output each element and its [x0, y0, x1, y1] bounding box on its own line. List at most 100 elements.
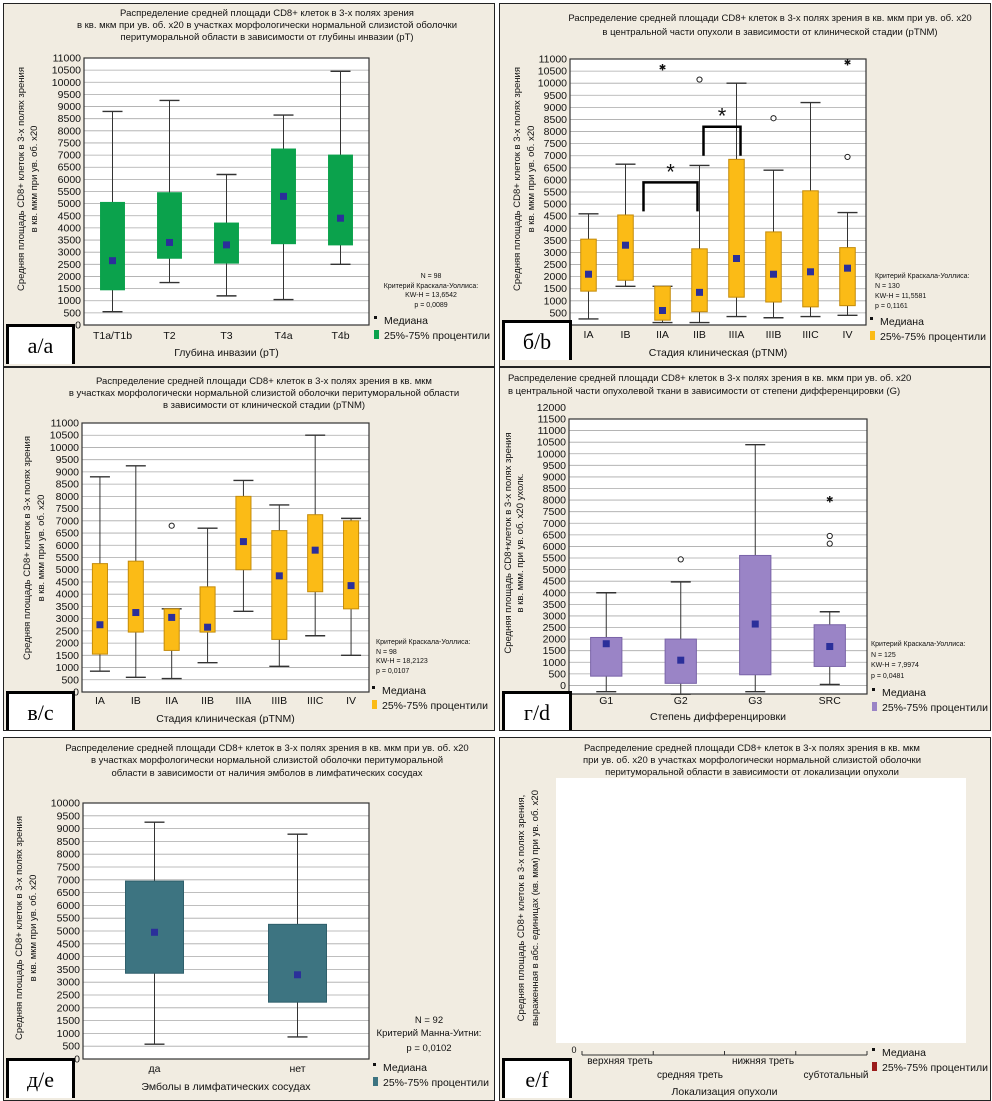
x-axis-label: Эмболы в лимфатических сосудах: [141, 1081, 311, 1093]
y-axis-label: выраженная в абс. единицах (кв. мкм) при…: [530, 790, 541, 1026]
y-tick-label: 11000: [53, 53, 82, 65]
outlier-point: [770, 115, 777, 122]
median-marker: [696, 288, 703, 296]
test-statistic: N = 98: [376, 649, 397, 656]
y-tick-label: 5000: [57, 926, 81, 938]
legend-percentiles: 25%-75% процентили: [383, 1077, 489, 1089]
x-tick-label: IIIC: [307, 695, 324, 707]
y-tick-label: 10500: [537, 437, 566, 449]
significance-star: *: [666, 159, 675, 184]
y-tick-label: 3000: [56, 613, 80, 625]
median-marker: [168, 613, 176, 621]
y-tick-label: 500: [63, 307, 81, 319]
test-statistic: p = 0,0481: [871, 673, 904, 680]
y-tick-label: 6000: [544, 174, 568, 186]
x-tick-label: IA: [95, 695, 105, 707]
boxplot-e: Распределение средней площади CD8+ клето…: [14, 743, 489, 1093]
y-tick-label: 0: [571, 1045, 576, 1055]
box-SRC: ✱: [813, 494, 846, 686]
y-tick-label: 5000: [56, 564, 80, 576]
y-tick-label: 8500: [543, 483, 567, 495]
legend-percentile-icon: [373, 1077, 378, 1086]
median-marker: [659, 306, 666, 314]
y-tick-label: 9000: [56, 466, 80, 478]
box-IV: ✱: [837, 57, 858, 317]
y-axis-label: в кв. мкм при ув. об. x20: [36, 495, 47, 602]
x-tick-label: IIIB: [766, 329, 782, 341]
y-tick-label: 4500: [544, 211, 568, 223]
box-IIIB: [763, 115, 784, 319]
y-tick-label: 1500: [57, 1015, 81, 1027]
legend-median-icon: [872, 688, 875, 691]
extreme-point: ✱: [826, 494, 834, 504]
legend-percentiles: 25%-75% процентили: [384, 330, 490, 342]
x-tick-label: IIIA: [236, 695, 252, 707]
y-tick-label: 4000: [58, 222, 82, 234]
y-tick-label: 9000: [58, 101, 82, 113]
panel-c: Распределение средней площади CD8+ клето…: [3, 367, 495, 731]
y-tick-label: 2000: [57, 1002, 81, 1014]
x-tick-label: SRC: [819, 695, 842, 707]
legend-percentiles: 25%-75% процентили: [880, 331, 986, 343]
y-tick-label: 9500: [544, 90, 568, 102]
y-tick-label: 9500: [56, 454, 80, 466]
x-tick-label: верхняя треть: [587, 1056, 653, 1067]
x-tick-label: нижняя треть: [732, 1056, 794, 1067]
y-axis-label: Средняя площадь CD8+ клеток в 3-х полях …: [22, 436, 33, 660]
median-marker: [770, 270, 777, 278]
y-tick-label: 7500: [57, 862, 81, 874]
y-tick-label: 7000: [543, 518, 567, 530]
chart-title: Распределение средней площади CD8+ клето…: [120, 8, 414, 19]
box-IB: [125, 465, 146, 679]
y-tick-label: 7000: [544, 150, 568, 162]
x-tick-label: G2: [674, 695, 688, 707]
chart-title: Распределение средней площади CD8+ клето…: [584, 743, 920, 754]
box-IIIB: [269, 504, 290, 668]
y-tick-label: 1000: [543, 657, 567, 669]
median-marker: [826, 643, 834, 651]
box-да: [125, 821, 184, 1045]
outlier-point: [826, 532, 833, 540]
x-tick-label: IB: [621, 329, 631, 341]
plot-frame: [569, 58, 867, 326]
y-axis-label: в кв. мкм при ув. об. x20: [526, 126, 537, 233]
x-tick-label: IIA: [656, 329, 669, 341]
test-statistic: Критерий Краскала-Уоллиса:: [384, 282, 479, 290]
y-tick-label: 9000: [544, 102, 568, 114]
median-marker: [204, 623, 212, 631]
iqr-box: [268, 923, 327, 1003]
panel-e: Распределение средней площади CD8+ клето…: [3, 737, 495, 1101]
legend-median-icon: [372, 686, 375, 689]
plot-frame: [568, 418, 868, 695]
box-IV: [341, 517, 362, 657]
box-G2: [664, 556, 697, 695]
y-tick-label: 10500: [52, 65, 81, 77]
y-tick-label: 8000: [544, 126, 568, 138]
y-tick-label: 0: [75, 320, 81, 332]
chart-title: перитуморальной области в зависимости от…: [605, 767, 899, 778]
outlier-point: [696, 76, 703, 83]
median-marker: [844, 264, 851, 272]
y-tick-label: 9500: [58, 89, 82, 101]
y-tick-label: 3500: [544, 235, 568, 247]
box-T4b: [328, 70, 353, 266]
median-marker: [96, 621, 104, 629]
iqr-box: [100, 201, 125, 291]
x-tick-label: средняя треть: [657, 1070, 723, 1081]
chart-title: области в зависимости от наличия эмболов…: [111, 768, 422, 779]
x-tick-label: T4b: [331, 330, 349, 342]
y-tick-label: 7000: [56, 515, 80, 527]
y-tick-label: 1000: [58, 295, 82, 307]
chart-title: в участках морфологически нормальной сли…: [91, 755, 443, 766]
significance-bracket: [702, 125, 742, 156]
iqr-box: [739, 554, 772, 676]
panel-letter: е/f: [502, 1058, 572, 1098]
y-tick-label: 12000: [537, 402, 566, 414]
panel-letter: в/c: [6, 691, 75, 730]
test-statistic: N = 130: [875, 283, 900, 290]
test-statistic: N = 98: [421, 273, 442, 280]
legend-median-icon: [870, 317, 873, 320]
y-tick-label: 2000: [543, 634, 567, 646]
panel-b: Распределение средней площади CD8+ клето…: [499, 3, 991, 367]
y-tick-label: 500: [548, 668, 566, 680]
